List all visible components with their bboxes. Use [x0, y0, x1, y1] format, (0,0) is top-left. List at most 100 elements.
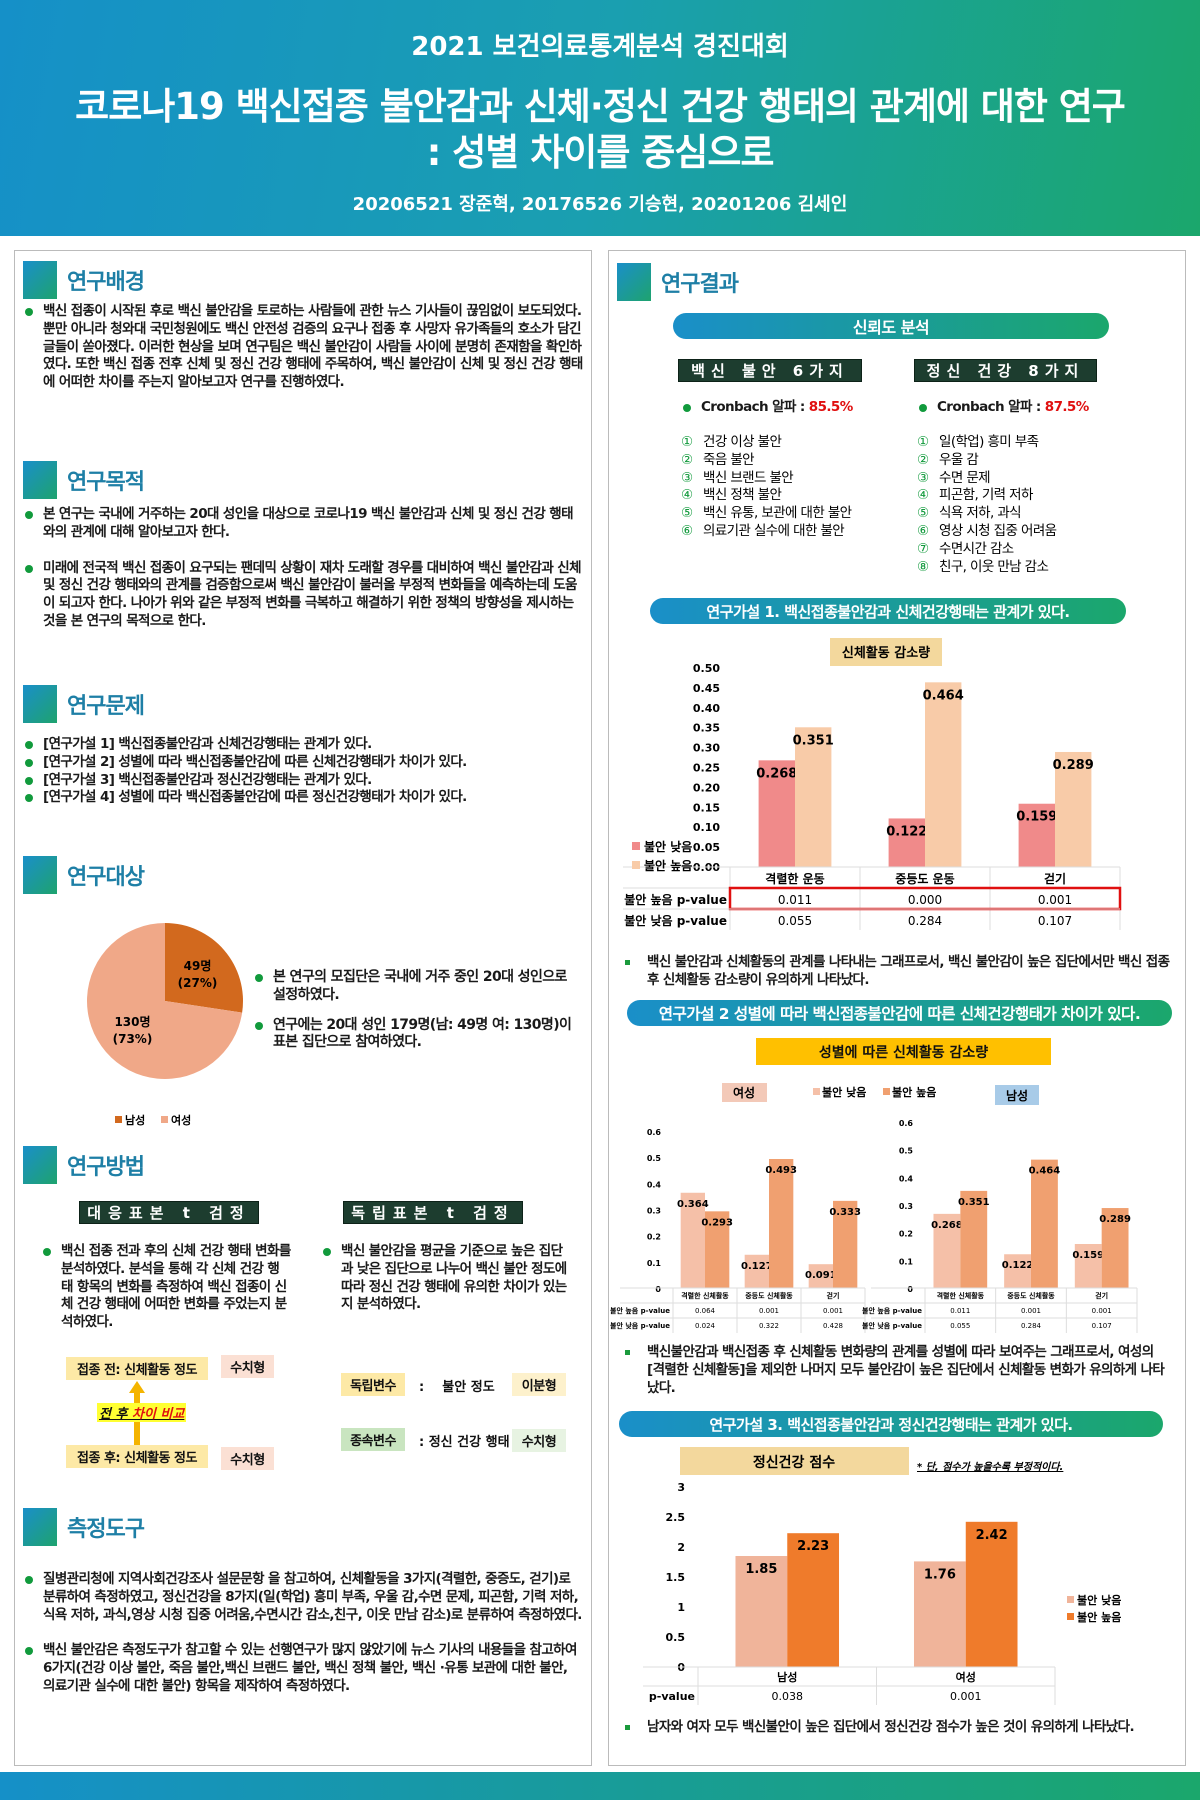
- hypothesis2-pill: 연구가설 2 성별에 따라 백신접종불안감에 따른 신체건강행태가 차이가 있다…: [627, 1000, 1172, 1026]
- numeric-type-tag: 수치형: [221, 1447, 274, 1470]
- y-tick-label: 0.30: [692, 741, 719, 754]
- pie-label: 49명: [184, 959, 212, 973]
- numeric-type-tag: 수치형: [512, 1429, 566, 1452]
- y-tick-label: 0.35: [692, 721, 719, 734]
- bar-value-label: 0.464: [1028, 1165, 1060, 1176]
- list-item-label: 백신 유통, 보관에 대한 불안: [703, 505, 852, 522]
- pie-slice: [165, 923, 243, 1013]
- y-tick-label: 3: [677, 1481, 685, 1494]
- list-item-label: 영상 시청 집중 어려움: [939, 522, 1057, 539]
- reliability-pill: 신뢰도 분석: [673, 313, 1109, 339]
- bar-value-label: 0.159: [1072, 1250, 1104, 1261]
- bar: [1018, 803, 1055, 867]
- legend-swatch: [1066, 1595, 1074, 1603]
- bar: [959, 1190, 987, 1288]
- category-label: 중등도 신체활동: [1007, 1291, 1055, 1300]
- table-row-label: 불안 낮음 p-value: [610, 1321, 670, 1330]
- y-tick-label: 0.5: [665, 1631, 685, 1644]
- list-item-label: 의료기관 실수에 대한 불안: [703, 522, 845, 539]
- legend-swatch: [1066, 1612, 1074, 1620]
- y-tick-label: 0.6: [898, 1119, 913, 1128]
- list-item: ④ 백신 정책 불안: [681, 487, 901, 505]
- mental-health-label: 정신 건강 8가지: [914, 359, 1097, 382]
- table-cell: 0.001: [1091, 1307, 1111, 1315]
- bar-value-label: 0.364: [677, 1198, 709, 1209]
- y-tick-label: 0.6: [646, 1128, 661, 1137]
- bar: [1101, 1207, 1129, 1288]
- list-item: ⑧ 친구, 이웃 만남 감소: [917, 559, 1137, 577]
- bar: [680, 1192, 705, 1288]
- table-row-label: p-value: [648, 1690, 694, 1703]
- hypothesis2-caption: 백신불안감과 백신접종 후 신체활동 변화량의 관계를 성별에 따라 보여주는 …: [621, 1344, 1171, 1397]
- before-after-compare-label: 전 후 차이 비교: [97, 1403, 187, 1422]
- poster-subtitle: : 성별 차이를 중심으로: [426, 131, 775, 174]
- authors: 20206521 장준혁, 20176526 기승현, 20201206 김세인: [352, 194, 848, 215]
- pie-label: 130명: [114, 1015, 150, 1029]
- gender-label-box: [721, 1082, 767, 1102]
- table-cell: 0.038: [771, 1690, 803, 1703]
- y-tick-label: 0: [655, 1285, 661, 1294]
- bar-value-label: 2.42: [975, 1527, 1007, 1542]
- y-tick-label: 2.5: [665, 1511, 685, 1524]
- hypothesis3-caption: 남자와 여자 모두 백신불안이 높은 집단에서 정신건강 점수가 높은 것이 유…: [621, 1719, 1171, 1737]
- section-title: 연구문제: [67, 694, 145, 719]
- number-marker-icon: ⑤: [681, 505, 693, 522]
- paired-t-test-label: 대응표본 t 검정: [79, 1201, 259, 1224]
- table-cell: 0.001: [1037, 893, 1071, 907]
- poster-footer: [0, 1772, 1200, 1800]
- bar-value-label: 0.122: [1001, 1260, 1033, 1271]
- bar-value-label: 0.159: [1016, 809, 1057, 824]
- alpha-label: Cronbach 알파 :: [937, 399, 1045, 415]
- y-tick-label: 0.5: [898, 1146, 913, 1155]
- table-row-label: 불안 높음 p-value: [610, 1306, 670, 1315]
- bar: [888, 817, 925, 867]
- number-marker-icon: ④: [917, 487, 929, 504]
- table-cell: 0.107: [1091, 1322, 1111, 1330]
- section-subject: 연구대상: [23, 856, 145, 894]
- legend-label: 여성: [171, 1113, 191, 1127]
- legend-label: 불안 높음: [892, 1085, 936, 1099]
- number-marker-icon: ①: [917, 434, 929, 450]
- legend-swatch: [161, 1116, 168, 1123]
- right-panel: 연구결과 신뢰도 분석 백신 불안 6가지 정신 건강 8가지 Cronbach…: [608, 250, 1186, 1766]
- category-label: 걷기: [1043, 871, 1065, 886]
- legend-label: 불안 낮음: [822, 1085, 866, 1099]
- bar-value-label: 0.091: [805, 1270, 837, 1281]
- table-cell: 0.001: [950, 1690, 982, 1703]
- y-tick-label: 0.5: [646, 1154, 661, 1163]
- y-tick-label: 0.1: [646, 1258, 661, 1267]
- y-tick-label: 0.1: [898, 1257, 913, 1266]
- y-tick-label: 0.2: [646, 1232, 660, 1241]
- list-item-label: 친구, 이웃 만남 감소: [939, 558, 1049, 575]
- bar-value-label: 0.493: [765, 1164, 797, 1175]
- table-cell: 0.001: [822, 1307, 842, 1315]
- bar-value-label: 1.85: [745, 1562, 777, 1577]
- table-cell: 0.322: [758, 1322, 778, 1330]
- bar-value-label: 2.23: [797, 1539, 829, 1554]
- list-item: ⑥ 의료기관 실수에 대한 불안: [681, 523, 901, 541]
- bar: [1030, 1159, 1058, 1288]
- section-marker-icon: [23, 685, 57, 723]
- bar: [808, 1263, 833, 1288]
- number-marker-icon: ⑧: [917, 558, 929, 575]
- number-marker-icon: ①: [681, 434, 693, 450]
- alpha-value: 87.5%: [1044, 399, 1089, 415]
- list-item-label: 수면 문제: [939, 469, 991, 486]
- purpose-item: 미래에 전국적 백신 접종이 요구되는 팬데믹 상황이 재차 도래할 경우를 대…: [23, 560, 583, 631]
- bar-value-label: 0.351: [792, 733, 833, 748]
- independent-variable-tag: 독립변수: [341, 1373, 405, 1396]
- table-cell: 0.064: [694, 1307, 715, 1315]
- legend-swatch: [115, 1116, 122, 1123]
- vaccine-anxiety-list: ① 건강 이상 불안 ② 죽음 불안 ③ 백신 브랜드 불안 ④ 백신 정책 불안 ⑤ 백신 유통…: [681, 434, 901, 541]
- list-item-label: 피곤함, 기력 저하: [939, 487, 1033, 504]
- section-purpose: 연구목적: [23, 461, 145, 499]
- bar-value-label: 1.76: [923, 1567, 955, 1582]
- bar-value-label: 0.127: [741, 1260, 773, 1271]
- bar: [965, 1521, 1018, 1667]
- subject-item: 본 연구의 모집단은 국내에 거주 중인 20대 성인으로 설정하였다.: [253, 969, 583, 1005]
- table-cell: 0.055: [950, 1322, 970, 1330]
- number-marker-icon: ⑥: [917, 522, 929, 539]
- table-row-label: 불안 낮음 p-value: [862, 1321, 922, 1330]
- table-cell: 0.024: [694, 1322, 715, 1330]
- hypothesis-item: [연구가설 4] 성별에 따라 백신접종불안감에 따른 정신건강행태가 차이가 …: [23, 789, 583, 807]
